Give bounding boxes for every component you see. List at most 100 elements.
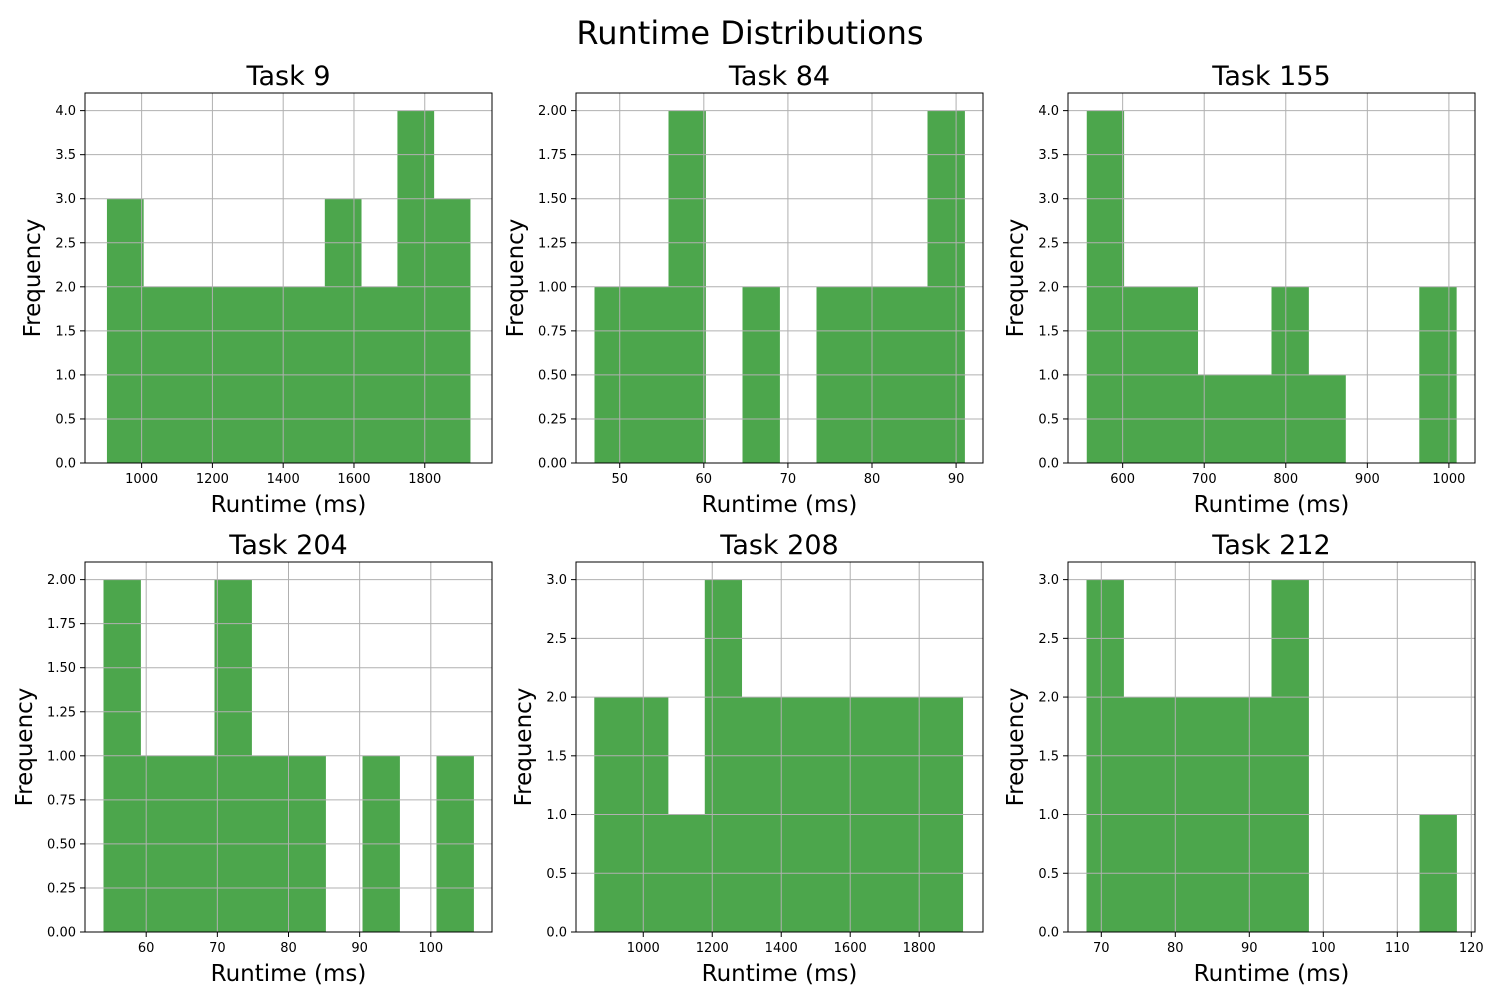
y-tick-label: 2.5 bbox=[1038, 236, 1059, 251]
x-tick-label: 100 bbox=[1311, 941, 1336, 956]
x-tick-label: 1000 bbox=[627, 941, 660, 956]
y-tick-label: 2.0 bbox=[1038, 280, 1059, 295]
y-tick-label: 2.0 bbox=[546, 691, 567, 706]
x-tick-label: 90 bbox=[351, 941, 368, 956]
panel-title: Task 155 bbox=[1211, 61, 1330, 92]
y-tick-label: 2.5 bbox=[546, 632, 567, 647]
x-tick-label: 900 bbox=[1355, 472, 1380, 487]
panel-title: Task 212 bbox=[1211, 530, 1330, 561]
x-tick-label: 700 bbox=[1192, 472, 1217, 487]
x-tick-label: 110 bbox=[1385, 941, 1410, 956]
y-tick-label: 3.5 bbox=[55, 148, 76, 163]
y-tick-label: 0.5 bbox=[55, 412, 76, 427]
y-tick-label: 1.5 bbox=[1038, 324, 1059, 339]
x-tick-label: 800 bbox=[1273, 472, 1298, 487]
y-tick-label: 0.5 bbox=[1038, 867, 1059, 882]
x-tick-label: 1400 bbox=[765, 941, 798, 956]
y-tick-label: 3.5 bbox=[1038, 148, 1059, 163]
y-tick-label: 1.00 bbox=[47, 749, 76, 764]
x-axis-label: Runtime (ms) bbox=[702, 492, 858, 518]
x-tick-label: 90 bbox=[1241, 941, 1258, 956]
x-tick-label: 80 bbox=[280, 941, 297, 956]
figure-title: Runtime Distributions bbox=[576, 14, 924, 52]
axes-frame bbox=[1067, 561, 1476, 933]
x-tick-label: 1800 bbox=[903, 941, 936, 956]
y-tick-label: 0.50 bbox=[47, 837, 76, 852]
y-axis-label: Frequency bbox=[20, 219, 46, 338]
x-tick-label: 80 bbox=[864, 472, 881, 487]
x-tick-label: 60 bbox=[138, 941, 155, 956]
y-tick-label: 1.0 bbox=[55, 368, 76, 383]
y-tick-label: 0.25 bbox=[47, 881, 76, 896]
y-tick-label: 0.0 bbox=[55, 457, 76, 472]
y-tick-label: 1.50 bbox=[47, 661, 76, 676]
x-tick-label: 50 bbox=[611, 472, 628, 487]
y-tick-label: 0.0 bbox=[1038, 457, 1059, 472]
x-axis-label: Runtime (ms) bbox=[702, 961, 858, 987]
y-tick-label: 2.0 bbox=[1038, 691, 1059, 706]
panel-title: Task 208 bbox=[719, 530, 838, 561]
histogram-panel-3: 600 700 800 900 1000 0.0 0.5 1.0 1.5 2.0 2.5 3.0 3.5… bbox=[1003, 61, 1476, 518]
axes-frame bbox=[575, 92, 984, 464]
x-tick-label: 1800 bbox=[408, 472, 441, 487]
panel-title: Task 84 bbox=[728, 61, 830, 92]
panel-title: Task 9 bbox=[245, 61, 330, 92]
x-tick-label: 600 bbox=[1110, 472, 1135, 487]
y-tick-label: 2.0 bbox=[55, 280, 76, 295]
x-tick-label: 1000 bbox=[125, 472, 158, 487]
y-tick-label: 3.0 bbox=[1038, 192, 1059, 207]
axes-frame bbox=[575, 561, 984, 933]
histogram-panel-5: 1000 1200 1400 1600 1800 0.0 0.5 1.0 1.5 2.0 2.5 3.… bbox=[511, 530, 984, 987]
y-tick-label: 0.00 bbox=[47, 926, 76, 941]
x-tick-label: 70 bbox=[209, 941, 226, 956]
y-tick-label: 3.0 bbox=[1038, 573, 1059, 588]
y-tick-label: 1.0 bbox=[1038, 368, 1059, 383]
x-tick-label: 70 bbox=[1093, 941, 1110, 956]
y-tick-label: 0.75 bbox=[538, 324, 567, 339]
x-tick-label: 1200 bbox=[196, 472, 229, 487]
y-tick-label: 1.0 bbox=[546, 808, 567, 823]
y-axis-label: Frequency bbox=[12, 688, 38, 807]
y-tick-label: 2.00 bbox=[47, 573, 76, 588]
y-tick-label: 0.5 bbox=[546, 867, 567, 882]
y-tick-label: 0.5 bbox=[1038, 412, 1059, 427]
x-tick-label: 120 bbox=[1459, 941, 1484, 956]
y-tick-label: 1.75 bbox=[538, 148, 567, 163]
y-tick-label: 0.0 bbox=[1038, 926, 1059, 941]
x-axis-label: Runtime (ms) bbox=[211, 961, 367, 987]
panel-title: Task 204 bbox=[228, 530, 347, 561]
histogram-panel-4: 60 70 80 90 100 0.00 0.25 0.50 0.75 1.00 1.25 1.50 1… bbox=[12, 530, 493, 987]
x-tick-label: 90 bbox=[948, 472, 965, 487]
y-tick-label: 2.5 bbox=[1038, 632, 1059, 647]
y-tick-label: 2.5 bbox=[55, 236, 76, 251]
histogram-panel-6: 70 80 90 100 110 120 0.0 0.5 1.0 1.5 2.0 2.5 3.0 Task… bbox=[1003, 530, 1484, 987]
histogram-panel-2: 50 60 70 80 90 0.00 0.25 0.50 0.75 1.00 1.25 1.50 1.… bbox=[503, 61, 984, 518]
x-axis-label: Runtime (ms) bbox=[1194, 961, 1350, 987]
y-axis-label: Frequency bbox=[1003, 688, 1029, 807]
x-tick-label: 60 bbox=[696, 472, 713, 487]
x-tick-label: 1400 bbox=[267, 472, 300, 487]
x-tick-label: 1200 bbox=[696, 941, 729, 956]
x-tick-label: 1000 bbox=[1432, 472, 1465, 487]
y-tick-label: 1.25 bbox=[47, 705, 76, 720]
y-tick-label: 0.0 bbox=[546, 926, 567, 941]
y-axis-label: Frequency bbox=[503, 219, 529, 338]
y-tick-label: 1.00 bbox=[538, 280, 567, 295]
y-tick-label: 1.5 bbox=[546, 749, 567, 764]
y-tick-label: 0.25 bbox=[538, 412, 567, 427]
x-tick-label: 80 bbox=[1167, 941, 1184, 956]
y-tick-label: 1.0 bbox=[1038, 808, 1059, 823]
y-tick-label: 4.0 bbox=[1038, 104, 1059, 119]
x-tick-label: 1600 bbox=[337, 472, 370, 487]
y-tick-label: 1.5 bbox=[55, 324, 76, 339]
y-tick-label: 0.00 bbox=[538, 457, 567, 472]
y-tick-label: 1.50 bbox=[538, 192, 567, 207]
y-tick-label: 0.50 bbox=[538, 368, 567, 383]
y-tick-label: 4.0 bbox=[55, 104, 76, 119]
y-axis-label: Frequency bbox=[1003, 219, 1029, 338]
y-tick-label: 2.00 bbox=[538, 104, 567, 119]
x-tick-label: 1600 bbox=[834, 941, 867, 956]
y-tick-label: 1.75 bbox=[47, 617, 76, 632]
y-tick-label: 1.5 bbox=[1038, 749, 1059, 764]
